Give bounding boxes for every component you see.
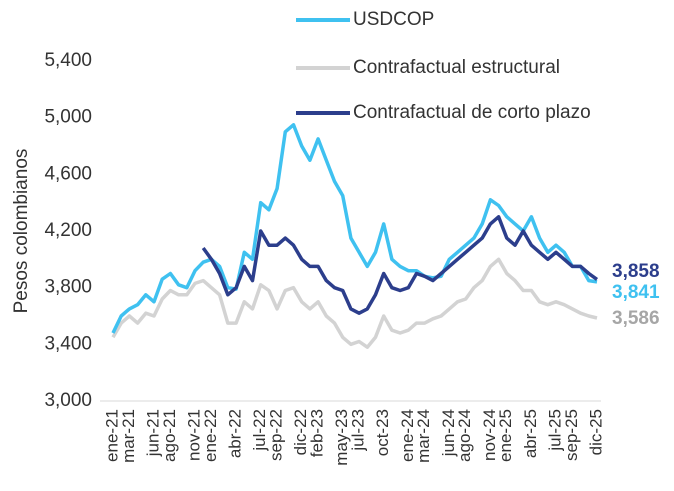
x-tick-label: jun-24 xyxy=(439,409,458,457)
x-tick-label: jul-23 xyxy=(349,409,368,452)
x-tick-label: sep-22 xyxy=(267,409,286,461)
x-tick-label: feb-23 xyxy=(308,409,327,457)
x-tick-label: abr-25 xyxy=(521,409,540,458)
x-tick-label: ene-25 xyxy=(496,409,515,462)
legend-label: Contrafactual de corto plazo xyxy=(353,102,591,123)
x-tick-label: jul-22 xyxy=(250,409,269,452)
x-tick-label: may-23 xyxy=(332,409,351,466)
x-tick-label: mar-24 xyxy=(414,409,433,463)
y-axis-title: Pesos colombianos xyxy=(11,149,32,314)
x-tick-label: jul-25 xyxy=(545,409,564,452)
value-label: 3,841 xyxy=(612,282,660,303)
x-tick-label: ene-22 xyxy=(201,409,220,462)
y-tick-label: 3,000 xyxy=(44,390,92,411)
x-tick-label: dic-25 xyxy=(586,409,605,455)
x-tick-label: ago-21 xyxy=(160,409,179,462)
y-tick-label: 4,200 xyxy=(44,220,92,241)
legend-label: Contrafactual estructural xyxy=(353,57,560,78)
series-line xyxy=(111,123,598,334)
value-label: 3,858 xyxy=(612,261,660,282)
value-label: 3,586 xyxy=(612,308,660,329)
x-tick-label: ene-21 xyxy=(102,409,121,462)
y-tick-label: 3,800 xyxy=(44,277,92,298)
series-line xyxy=(111,257,598,349)
x-tick-label: oct-23 xyxy=(373,409,392,456)
y-tick-label: 4,600 xyxy=(44,163,92,184)
x-tick-label: ago-24 xyxy=(455,409,474,462)
y-tick-label: 3,400 xyxy=(44,333,92,354)
y-tick-label: 5,400 xyxy=(44,50,92,71)
y-tick-label: 5,000 xyxy=(44,107,92,128)
series-line xyxy=(201,215,599,315)
x-tick-label: dic-22 xyxy=(291,409,310,455)
x-tick-label: abr-22 xyxy=(226,409,245,458)
x-tick-label: jun-21 xyxy=(144,409,163,457)
x-tick-label: ene-24 xyxy=(398,409,417,462)
legend-label: USDCOP xyxy=(353,9,434,30)
x-tick-label: mar-21 xyxy=(119,409,138,463)
x-tick-label: nov-24 xyxy=(480,409,499,461)
x-tick-label: nov-21 xyxy=(185,409,204,461)
x-tick-label: sep-25 xyxy=(562,409,581,461)
